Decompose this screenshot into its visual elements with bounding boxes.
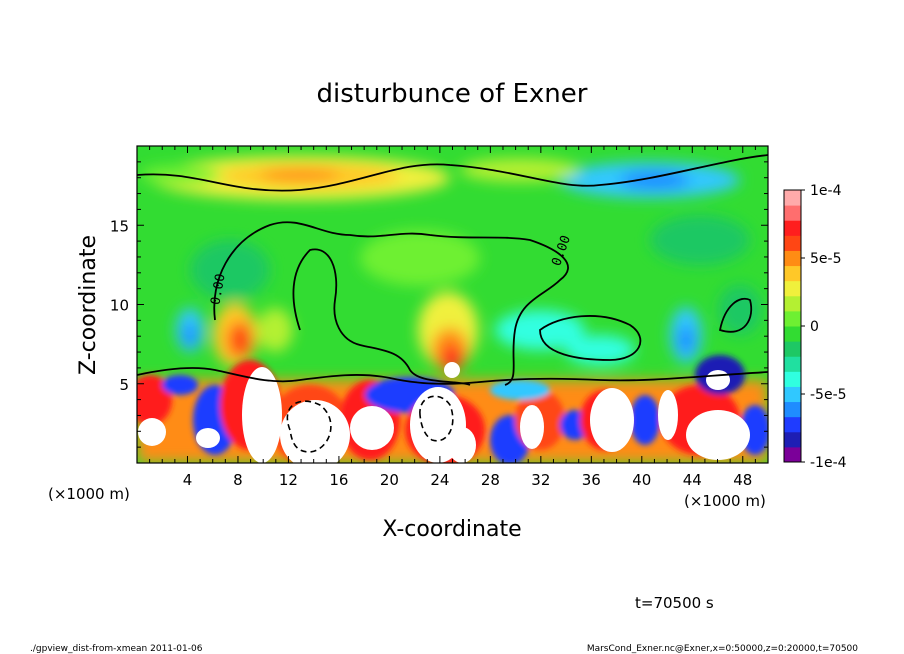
- colorbar-segment: [784, 205, 801, 221]
- colorbar-segment: [784, 235, 801, 251]
- colorbar-segment: [784, 310, 801, 327]
- x-tick-label: 36: [582, 471, 601, 489]
- contour-label-left: 0.00: [208, 273, 228, 306]
- x-unit-left: (×1000 m): [48, 485, 130, 503]
- y-axis: 5 10 15: [110, 161, 768, 448]
- colorbar-segment: [784, 386, 801, 403]
- x-tick-label: 24: [430, 471, 449, 489]
- x-tick-label: 32: [531, 471, 550, 489]
- y-tick-label: 5: [119, 376, 129, 394]
- colorbar-segment: [784, 356, 801, 372]
- colorbar-tick-label: 5e-5: [810, 251, 841, 267]
- colorbar-segment: [784, 280, 801, 297]
- colorbar-segment: [784, 416, 801, 433]
- colorbar-segment: [784, 326, 801, 342]
- chart-title: disturbunce of Exner: [317, 79, 588, 109]
- colorbar-segment: [784, 401, 801, 418]
- x-tick-label: 44: [683, 471, 702, 489]
- colorbar-segment: [784, 446, 801, 463]
- x-tick-label: 48: [733, 471, 752, 489]
- x-tick-label: 16: [329, 471, 348, 489]
- x-unit-right: (×1000 m): [684, 492, 766, 510]
- y-tick-label: 10: [110, 297, 129, 315]
- x-tick-label: 20: [380, 471, 399, 489]
- x-tick-label: 8: [233, 471, 243, 489]
- colorbar-tick-label: 1e-4: [810, 183, 842, 199]
- time-label: t=70500 s: [635, 594, 714, 612]
- footer-left: ./gpview_dist-from-xmean 2011-01-06: [30, 644, 203, 654]
- colorbar-tick-label: -5e-5: [810, 387, 847, 403]
- colorbar-ticks: 1e-4 5e-5 0 -5e-5 -1e-4: [801, 183, 847, 471]
- colorbar-segment: [784, 190, 801, 206]
- colorbar-segment: [784, 220, 801, 236]
- heatmap-field: [137, 146, 768, 463]
- colorbar-tick-label: -1e-4: [810, 455, 847, 471]
- x-axis: 4 8 12 16 20 24 28 32 36 40 44 48: [149, 146, 756, 489]
- x-tick-label: 12: [279, 471, 298, 489]
- colorbar-segment: [784, 265, 801, 282]
- x-tick-label: 28: [481, 471, 500, 489]
- x-tick-label: 4: [183, 471, 193, 489]
- colorbar-segment: [784, 431, 801, 448]
- y-tick-label: 15: [110, 217, 129, 235]
- colorbar-segment: [784, 295, 801, 312]
- x-tick-label: 40: [632, 471, 651, 489]
- x-axis-title: X-coordinate: [382, 517, 521, 542]
- colorbar-segment: [784, 250, 801, 267]
- colorbar-segment: [784, 371, 801, 387]
- colorbar-tick-label: 0: [810, 319, 819, 335]
- colorbar-segment: [784, 341, 801, 357]
- y-axis-title: Z-coordinate: [76, 235, 101, 375]
- footer-right: MarsCond_Exner.nc@Exner,x=0:50000,z=0:20…: [587, 644, 858, 654]
- colorbar: [784, 190, 801, 463]
